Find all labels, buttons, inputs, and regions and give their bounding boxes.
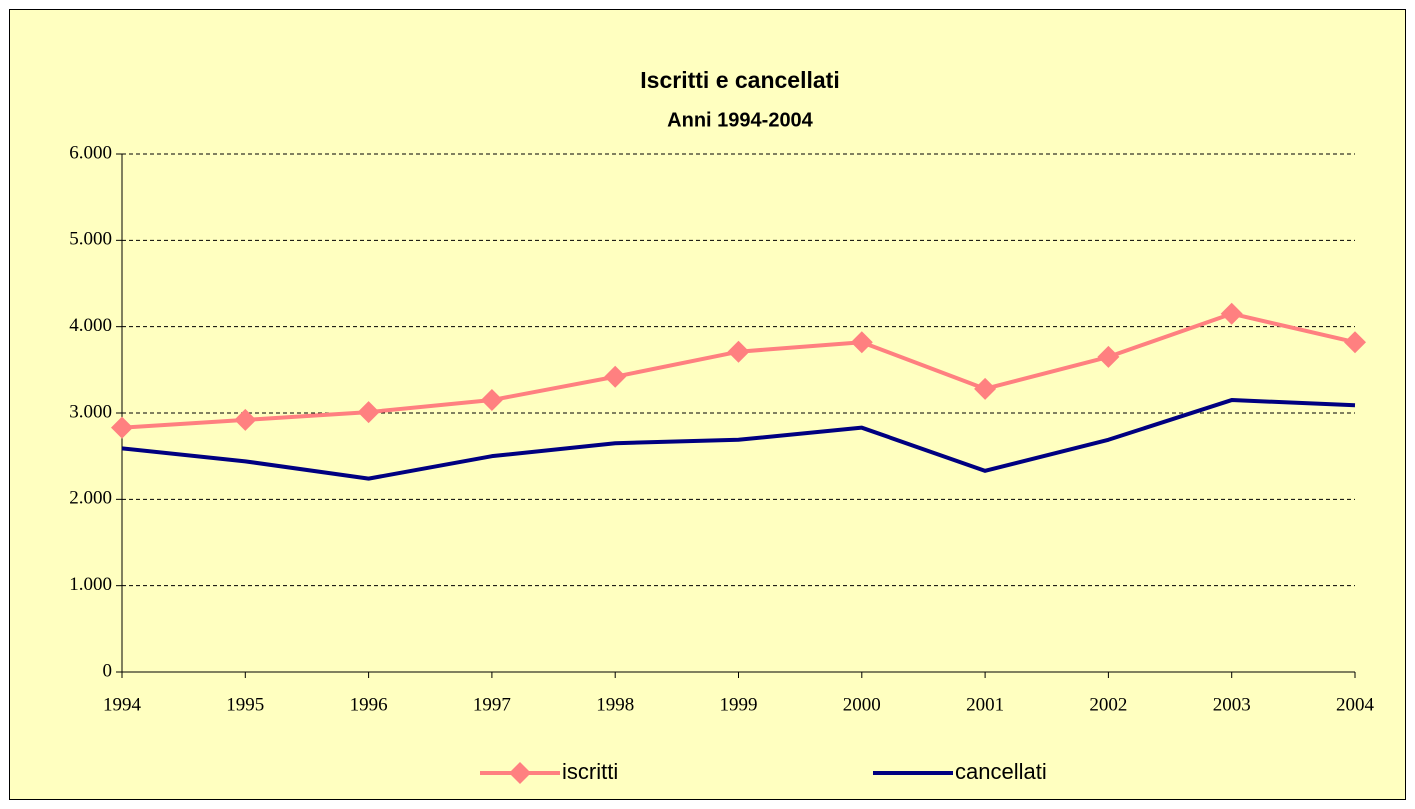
data-point <box>480 389 503 412</box>
data-point <box>357 401 380 424</box>
x-tick-label: 2004 <box>1336 694 1375 715</box>
y-tick-label: 1.000 <box>69 574 112 595</box>
x-tick-label: 2002 <box>1089 694 1127 715</box>
x-tick-label: 2003 <box>1213 694 1251 715</box>
y-tick-label: 0 <box>103 660 113 681</box>
legend-label: iscritti <box>562 759 618 784</box>
chart-background <box>9 9 1406 800</box>
y-tick-label: 3.000 <box>69 401 112 422</box>
x-tick-label: 1995 <box>226 694 264 715</box>
y-tick-label: 2.000 <box>69 488 112 509</box>
data-point <box>1220 302 1243 325</box>
legend-marker <box>509 762 531 784</box>
x-tick-label: 1997 <box>473 694 511 715</box>
series-line <box>121 398 1356 481</box>
data-point <box>850 331 873 354</box>
y-tick-label: 5.000 <box>69 229 112 250</box>
y-tick-label: 6.000 <box>69 142 112 163</box>
y-tick-label: 4.000 <box>69 315 112 336</box>
data-point <box>111 416 133 439</box>
x-tick-label: 2001 <box>966 694 1004 715</box>
x-tick-label: 1998 <box>596 694 634 715</box>
x-tick-label: 1996 <box>350 694 388 715</box>
data-point <box>974 377 997 400</box>
data-point <box>1097 345 1120 368</box>
data-point <box>234 408 257 431</box>
chart-title: Iscritti e cancellati <box>640 67 839 93</box>
chart-subtitle: Anni 1994-2004 <box>667 109 814 131</box>
legend-label: cancellati <box>955 759 1047 784</box>
x-tick-label: 2000 <box>843 694 881 715</box>
x-tick-label: 1994 <box>103 694 142 715</box>
x-tick-label: 1999 <box>720 694 758 715</box>
data-point <box>604 365 627 388</box>
data-point <box>1344 331 1366 354</box>
data-point <box>727 340 750 363</box>
